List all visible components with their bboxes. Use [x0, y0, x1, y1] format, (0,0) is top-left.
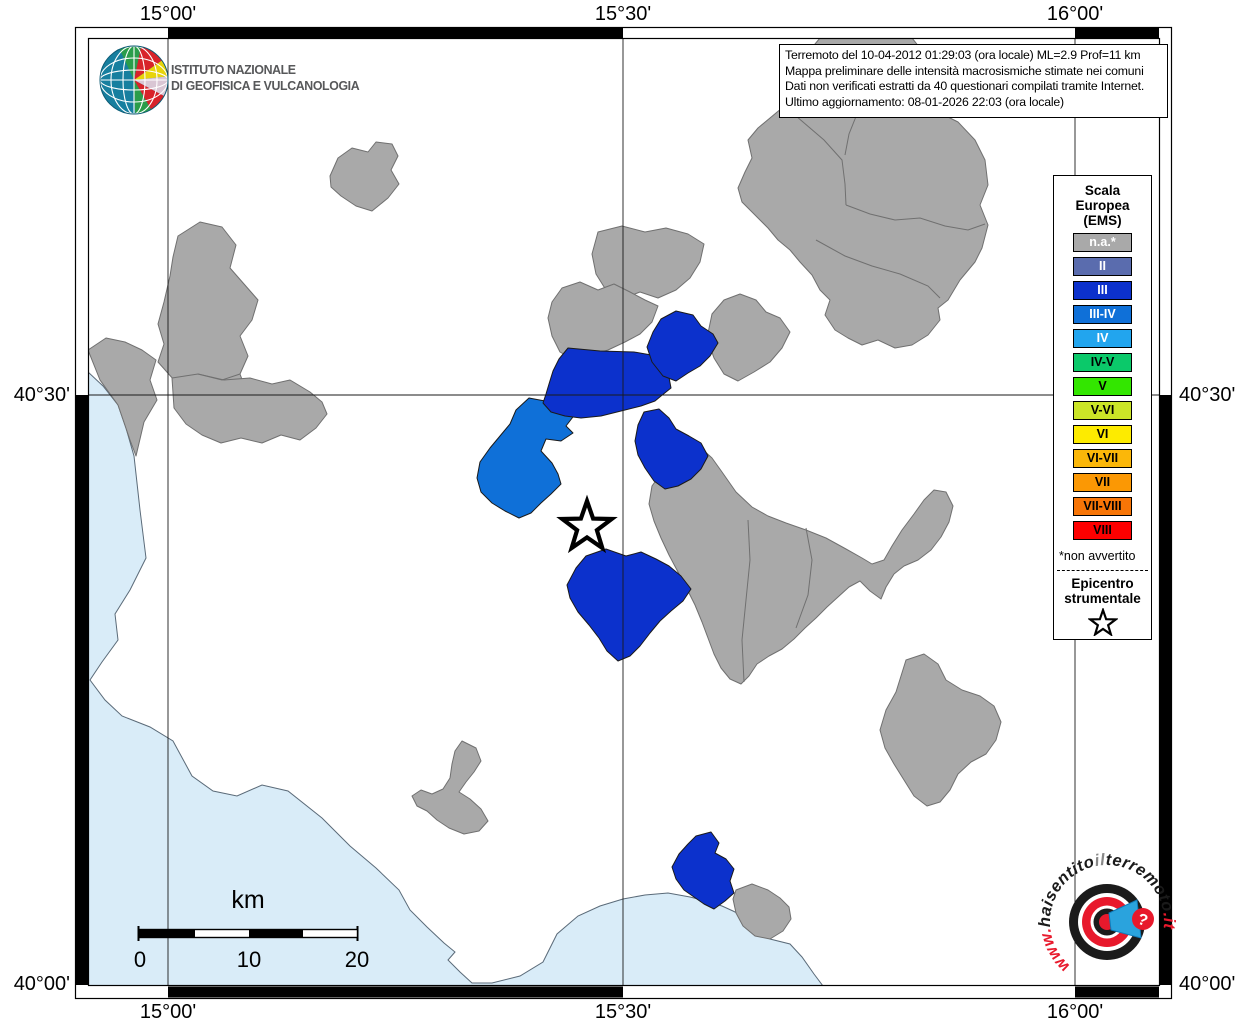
municipality-na — [591, 225, 705, 300]
axis-bottom-16-00: 16°00' — [1046, 1001, 1104, 1023]
municipality-intensity-iii — [566, 548, 692, 662]
legend-item-iii: III — [1073, 281, 1132, 300]
legend-item-ii: II — [1073, 257, 1132, 276]
info-line-map: Mappa preliminare delle intensità macros… — [785, 63, 1144, 78]
legend-item-na: n.a.* — [1073, 233, 1132, 252]
legend-item-iv-v: IV-V — [1073, 353, 1132, 372]
municipality-na — [88, 337, 158, 457]
legend-item-vii: VII — [1073, 473, 1132, 492]
legend-title-line3: (EMS) — [1083, 213, 1122, 228]
axis-bottom-15-30: 15°30' — [594, 1001, 652, 1023]
scale-tick-0: 0 — [133, 947, 147, 972]
municipality-intensity-iii — [646, 310, 719, 382]
scale-tick-20: 20 — [344, 947, 370, 972]
legend-item-iv: IV — [1073, 329, 1132, 348]
municipal-borders — [197, 113, 986, 683]
earthquake-info-box: Terremoto del 10-04-2012 01:29:03 (ora l… — [779, 44, 1168, 118]
megaphone-icon — [1108, 899, 1142, 939]
legend-item-v-vi: V-VI — [1073, 401, 1132, 420]
info-line-update: Ultimo aggiornamento: 08-01-2026 22:03 (… — [785, 94, 1064, 109]
intensity-legend: Scala Europea (EMS) n.a.* II III III-IV … — [1053, 175, 1152, 640]
municipalities-felt — [476, 310, 735, 910]
axis-top-15-30: 15°30' — [594, 3, 652, 25]
legend-item-v: V — [1073, 377, 1132, 396]
legend-epicenter-line1: Epicentro — [1071, 576, 1134, 591]
axis-right-40-30: 40°30' — [1179, 384, 1236, 406]
legend-item-vi-vii: VI-VII — [1073, 449, 1132, 468]
scale-bar — [137, 926, 359, 941]
legend-item-vii-viii: VII-VIII — [1073, 497, 1132, 516]
ingv-wordmark: ISTITUTO NAZIONALE DI GEOFISICA E VULCAN… — [171, 62, 360, 94]
epicenter-star-icon — [556, 494, 618, 554]
legend-separator — [1057, 570, 1148, 571]
legend-item-iii-iv: III-IV — [1073, 305, 1132, 324]
sea-polygon — [88, 371, 824, 986]
axis-top-16-00: 16°00' — [1046, 3, 1104, 25]
municipality-na — [547, 281, 659, 361]
info-line-data: Dati non verificati estratti da 40 quest… — [785, 79, 1145, 94]
municipality-na — [648, 446, 954, 685]
municipality-na — [171, 373, 328, 444]
municipality-na — [879, 653, 1002, 807]
municipality-na — [732, 883, 792, 940]
axis-right-40-00: 40°00' — [1179, 973, 1236, 995]
municipality-intensity-iii — [634, 408, 709, 490]
legend-footnote: *non avvertito — [1059, 549, 1136, 563]
municipality-na — [329, 141, 400, 212]
municipality-na — [411, 740, 489, 835]
axis-left-40-30: 40°30' — [13, 384, 70, 406]
question-badge — [1132, 908, 1154, 930]
legend-epicenter-line2: strumentale — [1064, 591, 1141, 606]
ingv-logo-icon — [99, 45, 169, 115]
municipality-intensity-iii — [671, 831, 735, 910]
legend-item-vi: VI — [1073, 425, 1132, 444]
legend-title-line2: Europea — [1075, 198, 1130, 213]
scale-unit-label: km — [231, 886, 265, 914]
legend-star-icon — [1088, 609, 1117, 636]
ingv-name-line2: DI GEOFISICA E VULCANOLOGIA — [171, 78, 360, 93]
map-frame — [74, 26, 1173, 1000]
ingv-name-line1: ISTITUTO NAZIONALE — [171, 62, 296, 77]
municipality-na — [706, 293, 791, 382]
axis-left-40-00: 40°00' — [13, 973, 70, 995]
info-line-event: Terremoto del 10-04-2012 01:29:03 (ora l… — [785, 48, 1141, 62]
legend-item-viii: VIII — [1073, 521, 1132, 540]
legend-title-line1: Scala — [1084, 183, 1121, 198]
axis-top-15-00: 15°00' — [139, 3, 197, 25]
scale-tick-10: 10 — [236, 947, 262, 972]
axis-bottom-15-00: 15°00' — [139, 1001, 197, 1023]
